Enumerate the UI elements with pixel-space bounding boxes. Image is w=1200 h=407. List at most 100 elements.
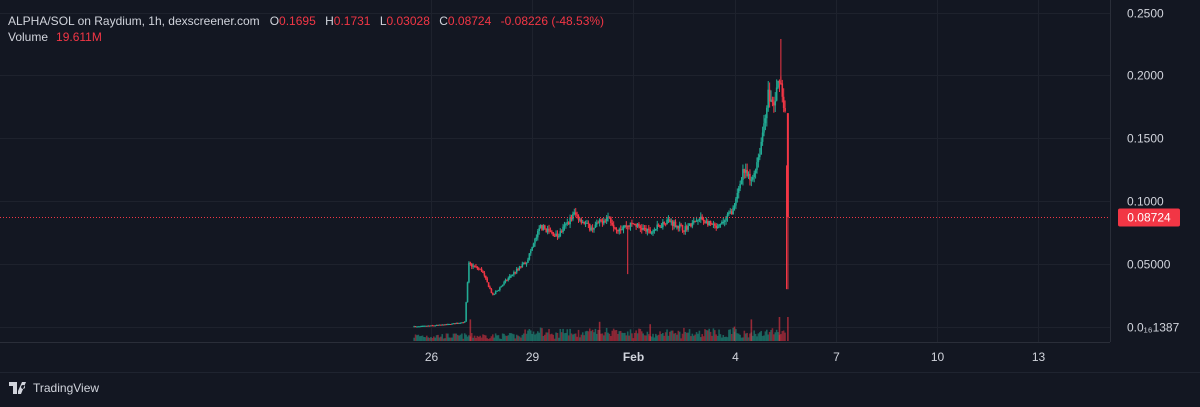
volume-bar [678, 331, 681, 341]
volume-bar [499, 338, 501, 341]
candle-body [428, 325, 431, 327]
candle-body [761, 132, 764, 142]
volume-bar [451, 337, 453, 341]
candle-body [601, 220, 604, 224]
volume-bar [680, 338, 682, 341]
candle-body [434, 325, 437, 327]
tradingview-brand[interactable]: TradingView [9, 379, 99, 397]
volume-bar [638, 328, 640, 341]
volume-bar [687, 332, 689, 341]
candle-body [532, 243, 535, 247]
candle-body [593, 227, 595, 230]
volume-bar [729, 329, 732, 341]
y-tick-label: 0.05000 [1127, 258, 1171, 272]
volume-bar [714, 330, 716, 341]
volume-bar [560, 332, 563, 341]
volume-bar [438, 337, 441, 341]
volume-bar [781, 331, 784, 341]
volume-bar [420, 335, 422, 341]
candle-body [470, 263, 473, 267]
volume-bar [542, 336, 545, 341]
candle-body [476, 266, 479, 269]
candle-body [709, 221, 712, 224]
volume-bar [704, 329, 706, 341]
candle-body [413, 326, 415, 328]
volume-bar [583, 335, 585, 341]
candle-body [729, 211, 732, 213]
volume-bar [766, 329, 768, 341]
candle-body [459, 322, 462, 324]
candle-body [740, 179, 743, 184]
volume-bar [773, 334, 775, 341]
candle-body [723, 220, 726, 222]
volume-bar [413, 337, 415, 341]
candle-body [588, 223, 591, 231]
candle-body [560, 231, 563, 233]
y-tick-label: 0.1000 [1127, 195, 1164, 209]
candle-body [756, 162, 758, 171]
candle-body [447, 324, 449, 326]
candle-body [420, 326, 422, 328]
volume-bar [490, 336, 493, 341]
volume-bar [777, 332, 779, 341]
candle-body [653, 229, 656, 232]
candle-body [753, 173, 755, 178]
candle-body [636, 223, 639, 227]
volume-bar [531, 333, 533, 341]
close-value: 0.08724 [447, 14, 492, 28]
volume-bar [423, 336, 425, 341]
candle-body [499, 287, 501, 290]
candle-body [510, 275, 512, 277]
candle-body [715, 225, 718, 228]
volume-bar [549, 334, 552, 341]
candle-body [642, 228, 644, 230]
volume-label: Volume [8, 30, 49, 44]
candle-body [716, 226, 719, 228]
candle-body [708, 221, 711, 226]
volume-bar [586, 330, 588, 341]
volume-bar [774, 332, 777, 341]
volume-bar [770, 329, 772, 341]
x-tick-label: 10 [931, 350, 945, 364]
volume-layer [413, 317, 789, 341]
candle-body [527, 259, 529, 263]
volume-bar [417, 334, 420, 341]
candle-body [427, 325, 429, 327]
volume-bar [670, 330, 673, 341]
candle-body [594, 224, 597, 228]
candle-body [500, 286, 503, 288]
volume-bar [563, 333, 566, 341]
candle-body [483, 272, 486, 276]
volume-spike [750, 319, 753, 341]
volume-bar [515, 334, 518, 341]
candle-body [482, 271, 484, 273]
volume-bar [441, 334, 444, 341]
candle-body [520, 266, 522, 268]
symbol-title[interactable]: ALPHA/SOL on Raydium, 1h, dexscreener.co… [8, 14, 260, 28]
volume-bar [514, 338, 517, 341]
candle-body [492, 292, 494, 295]
candle-body [566, 222, 569, 224]
candle-body [548, 228, 550, 231]
volume-bar [660, 334, 663, 341]
volume-bar [480, 337, 483, 341]
candle-body [690, 223, 692, 227]
volume-bar [487, 338, 490, 341]
candle-body [726, 214, 729, 218]
volume-bar [746, 332, 748, 341]
candle-body [437, 324, 439, 326]
candle-body [766, 107, 768, 119]
volume-bar [716, 335, 719, 341]
volume-bar [518, 336, 521, 341]
candle-body [735, 198, 737, 206]
candle-body [452, 323, 455, 325]
candle-body [586, 222, 588, 224]
volume-bar [434, 337, 437, 341]
candle-body [684, 226, 687, 232]
candle-body [773, 102, 775, 106]
candle-body [676, 225, 678, 228]
volume-bar [501, 333, 504, 341]
candle-body [678, 224, 681, 229]
